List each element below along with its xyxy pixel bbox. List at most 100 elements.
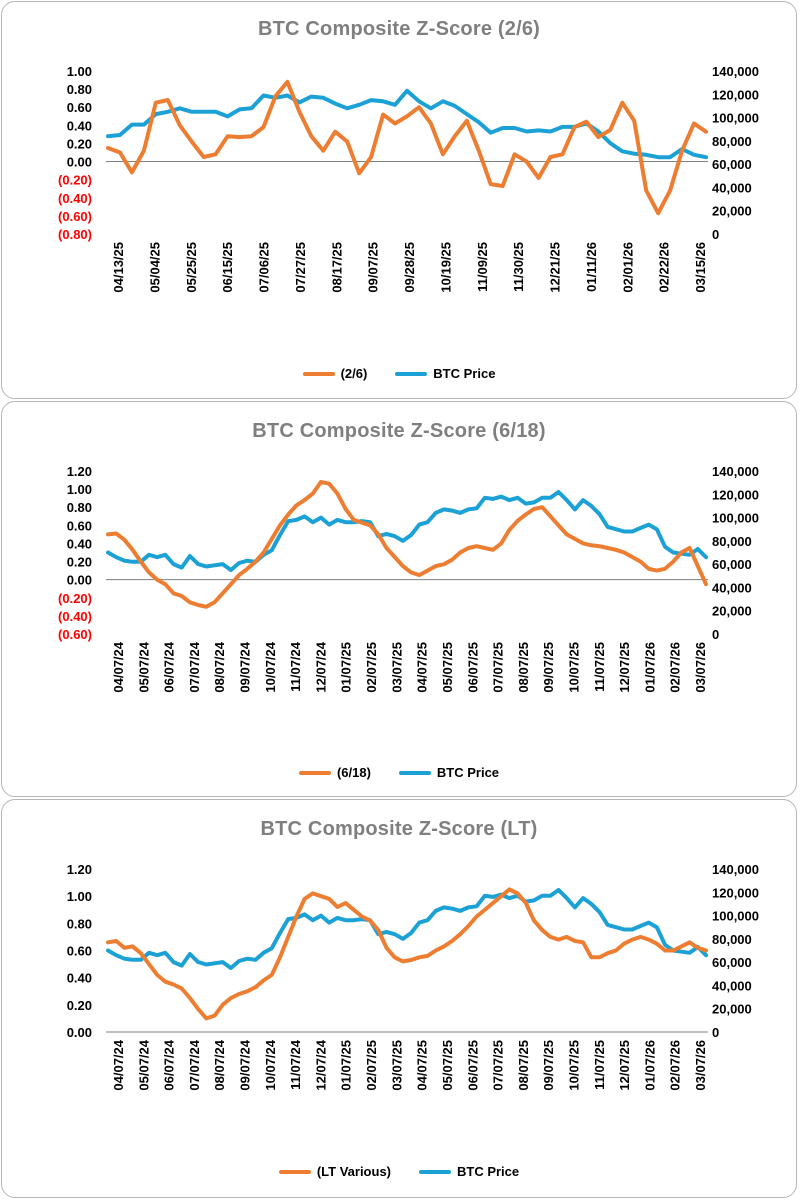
x-tick-group: 12/21/25: [548, 242, 563, 293]
x-tick-group: 07/07/24: [187, 1039, 202, 1090]
y-left-tick-label: 0.00: [67, 1025, 92, 1040]
y-left-tick-label: 0.60: [67, 518, 92, 533]
y-right-tick-label: 40,000: [712, 978, 752, 993]
y-right-tick-label: 140,000: [712, 464, 759, 479]
x-tick-group: 07/27/25: [293, 242, 308, 293]
series-line-zscore: [106, 479, 708, 609]
legend-label: BTC Price: [436, 765, 500, 780]
x-tick-group: 06/07/25: [465, 642, 480, 693]
y-left-tick-label: 0.20: [67, 555, 92, 570]
x-tick-group: 04/07/25: [415, 1040, 430, 1091]
y-right-tick-label: 80,000: [712, 932, 752, 947]
legend-item-price: BTC Price: [395, 366, 495, 381]
x-tick-label: 08/07/24: [212, 1039, 227, 1090]
x-tick-group: 10/07/24: [263, 641, 278, 692]
chart-plot-6-18: 1.20 1.00 0.80 0.60 0.40 0.20 0.00 (0.20) (0.40)…: [58, 464, 759, 693]
x-tick-group: 08/07/25: [516, 642, 531, 693]
x-tick-label: 12/07/24: [313, 1039, 328, 1090]
x-tick-group: 08/07/24: [212, 641, 227, 692]
x-tick-label: 01/07/25: [339, 1040, 354, 1091]
legend-item-price: BTC Price: [398, 765, 500, 780]
y-left-tick-label: 0.20: [67, 136, 92, 151]
x-tick-group: 03/07/26: [693, 1040, 708, 1091]
y-left-tick-label: 0.40: [67, 971, 92, 986]
x-tick-label: 07/07/24: [187, 641, 202, 692]
x-tick-group: 02/07/25: [364, 1040, 379, 1091]
y-right-tick-label: 60,000: [712, 157, 752, 172]
y-left-tick-label: 0.00: [67, 155, 92, 170]
y-right-tick-label: 0: [712, 1025, 719, 1040]
y-left-tick-label: 1.00: [67, 482, 92, 497]
x-tick-label: 09/07/24: [238, 641, 253, 692]
legend-swatch-zscore: [302, 371, 335, 376]
x-tick-label: 11/07/24: [288, 641, 303, 692]
y-right-tick-label: 40,000: [712, 580, 752, 595]
y-left-tick-label: 0.20: [67, 998, 92, 1013]
x-tick-label: 02/01/26: [620, 242, 635, 293]
x-tick-group: 02/22/26: [657, 242, 672, 293]
chart-panel-2-6: BTC Composite Z-Score (2/6) 1.00 0.80 0.60…: [1, 1, 797, 399]
y-left-tick-label: 0.60: [67, 944, 92, 959]
x-tick-group: 02/07/26: [668, 1040, 683, 1091]
x-tick-label: 03/15/26: [693, 242, 708, 293]
x-tick-group: 11/07/25: [592, 642, 607, 692]
x-tick-group: 09/07/24: [238, 1039, 253, 1090]
x-tick-group: 09/28/25: [402, 242, 417, 293]
chart-title: BTC Composite Z-Score (6/18): [252, 420, 546, 442]
y-left-tick-label: 0.00: [67, 573, 92, 588]
x-tick-label: 02/22/26: [657, 242, 672, 293]
x-tick-label: 10/07/24: [263, 1039, 278, 1090]
x-tick-label: 12/21/25: [548, 242, 563, 293]
legend-swatch-price: [398, 770, 431, 775]
x-tick-label: 03/07/25: [389, 1040, 404, 1091]
legend-item-zscore: (LT Various): [278, 1164, 391, 1179]
x-tick-group: 03/15/26: [693, 242, 708, 293]
x-tick-group: 07/06/25: [257, 242, 272, 293]
x-tick-label: 11/07/24: [288, 1039, 303, 1090]
x-tick-group: 10/07/24: [263, 1039, 278, 1090]
y-left-tick-label: (0.20): [58, 591, 92, 606]
x-tick-group: 01/07/26: [642, 1040, 657, 1091]
x-tick-group: 11/07/24: [288, 1039, 303, 1090]
x-tick-label: 02/07/25: [364, 642, 379, 693]
y-left-tick-label: 0.80: [67, 916, 92, 931]
x-tick-label: 07/07/25: [491, 1040, 506, 1091]
x-tick-label: 07/07/25: [491, 642, 506, 693]
x-tick-label: 10/07/24: [263, 641, 278, 692]
series-line-price: [106, 88, 708, 160]
x-tick-group: 09/07/25: [541, 1040, 556, 1091]
chart-panel-6-18: BTC Composite Z-Score (6/18) 1.20 1.00 0.8…: [1, 401, 797, 797]
x-tick-group: 06/15/25: [220, 242, 235, 293]
x-tick-label: 10/07/25: [566, 642, 581, 693]
x-tick-label: 06/07/24: [162, 641, 177, 692]
x-tick-label: 07/06/25: [257, 242, 272, 293]
x-tick-group: 11/09/25: [475, 242, 490, 292]
x-tick-group: 02/07/26: [668, 642, 683, 693]
y-right-tick-label: 40,000: [712, 180, 752, 195]
x-tick-label: 04/07/24: [111, 641, 126, 692]
x-tick-group: 05/25/25: [184, 242, 199, 293]
y-right-tick-label: 0: [712, 627, 719, 642]
x-tick-group: 06/07/25: [465, 1040, 480, 1091]
y-left-tick-label: 1.20: [67, 862, 92, 877]
x-tick-label: 02/07/25: [364, 1040, 379, 1091]
x-tick-group: 10/07/25: [566, 642, 581, 693]
y-left-tick-label: (0.40): [58, 609, 92, 624]
x-tick-label: 08/07/24: [212, 641, 227, 692]
x-tick-label: 09/07/25: [541, 1040, 556, 1091]
x-tick-label: 11/09/25: [475, 242, 490, 292]
x-tick-label: 09/28/25: [402, 242, 417, 293]
x-tick-label: 02/07/26: [668, 642, 683, 693]
x-tick-group: 10/07/25: [566, 1040, 581, 1091]
x-tick-label: 03/07/25: [389, 642, 404, 693]
y-right-tick-label: 60,000: [712, 955, 752, 970]
x-tick-group: 03/07/25: [389, 642, 404, 693]
x-tick-label: 04/07/25: [415, 642, 430, 693]
x-tick-label: 04/07/24: [111, 1039, 126, 1090]
x-tick-group: 08/07/24: [212, 1039, 227, 1090]
x-tick-group: 11/30/25: [511, 242, 526, 292]
x-tick-label: 04/13/25: [111, 242, 126, 293]
y-right-tick-label: 20,000: [712, 604, 752, 619]
y-right-tick-label: 120,000: [712, 487, 759, 502]
x-tick-group: 03/07/26: [693, 642, 708, 693]
